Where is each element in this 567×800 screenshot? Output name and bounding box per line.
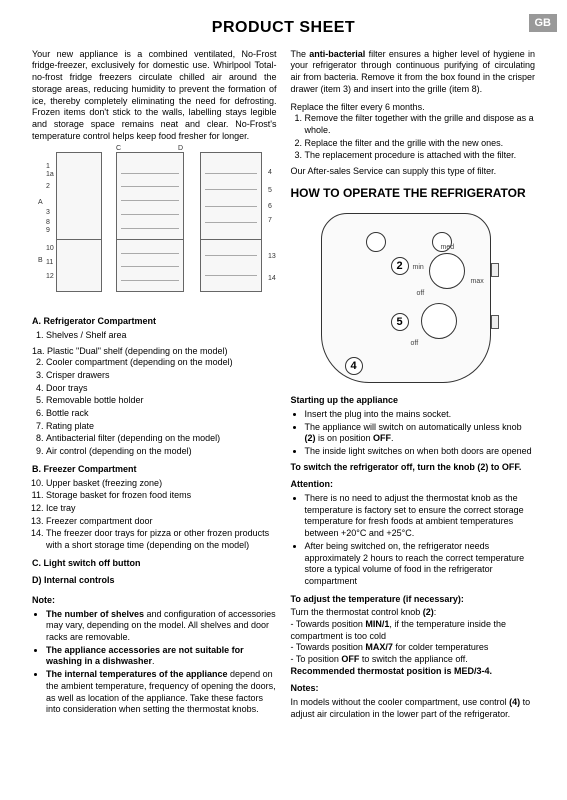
operate-heading: HOW TO OPERATE THE REFRIGERATOR: [291, 186, 536, 202]
fridge-open-interior: [116, 152, 184, 292]
list-item: The replacement procedure is attached wi…: [305, 150, 536, 162]
section-b-list: Upper basket (freezing zone) Storage bas…: [32, 478, 277, 552]
dlabel-14: 14: [268, 274, 276, 283]
attention-list: There is no need to adjust the thermosta…: [291, 493, 536, 588]
adjust-head: To adjust the temperature (if necessary)…: [291, 594, 536, 606]
dlabel-7: 7: [268, 216, 272, 225]
dlabel-11: 11: [46, 258, 53, 267]
left-column: Your new appliance is a combined ventila…: [32, 49, 277, 721]
section-c: C. Light switch off button: [32, 558, 277, 570]
list-item: - Towards position MAX/7 for colder temp…: [291, 642, 536, 654]
page-header: PRODUCT SHEET GB: [32, 18, 535, 39]
item-1a: 1a. Plastic "Dual" shelf (depending on t…: [32, 346, 277, 358]
section-a-head: A. Refrigerator Compartment: [32, 316, 277, 328]
list-item: Bottle rack: [46, 408, 277, 420]
intro-text: Your new appliance is a combined ventila…: [32, 49, 277, 141]
section-a-list-cont: Cooler compartment (depending on the mod…: [32, 357, 277, 458]
attention-head: Attention:: [291, 479, 536, 491]
fridge-closed-view: [56, 152, 102, 292]
right-column: The anti-bacterial filter ensures a high…: [291, 49, 536, 721]
note-head: Note:: [32, 595, 277, 607]
list-item: Freezer compartment door: [46, 516, 277, 528]
dlabel-2: 2: [46, 182, 50, 191]
callout-2: 2: [391, 257, 409, 275]
list-item: Replace the filter and the grille with t…: [305, 138, 536, 150]
list-item: Removable bottle holder: [46, 395, 277, 407]
indicator-rect-2: [491, 315, 499, 329]
start-head: Starting up the appliance: [291, 395, 536, 407]
label-med: med: [441, 243, 455, 252]
recommended-line: Recommended thermostat position is MED/3…: [291, 666, 536, 678]
list-item: The appliance will switch on automatical…: [305, 422, 536, 445]
list-item: After being switched on, the refrigerato…: [305, 541, 536, 588]
dlabel-5: 5: [268, 186, 272, 195]
dlabel-3: 3: [46, 208, 50, 217]
list-item: Air control (depending on the model): [46, 446, 277, 458]
fridge-open-door: [200, 152, 262, 292]
label-off1: off: [417, 289, 425, 298]
list-item: Shelves / Shelf area: [46, 330, 277, 342]
list-item: The internal temperatures of the applian…: [46, 669, 277, 716]
dlabel-10: 10: [46, 244, 54, 253]
list-item: Door trays: [46, 383, 277, 395]
dial-small-left: [366, 232, 386, 252]
list-item: The freezer door trays for pizza or othe…: [46, 528, 277, 551]
list-item: Ice tray: [46, 503, 277, 515]
notes2-body: In models without the cooler compartment…: [291, 697, 536, 720]
list-item: The inside light switches on when both d…: [305, 446, 536, 458]
dlabel-13: 13: [268, 252, 276, 261]
callout-4: 4: [345, 357, 363, 375]
replace-steps: Remove the filter together with the gril…: [291, 113, 536, 162]
list-item: Antibacterial filter (depending on the m…: [46, 433, 277, 445]
list-item: Remove the filter together with the gril…: [305, 113, 536, 136]
list-item: Cooler compartment (depending on the mod…: [46, 357, 277, 369]
control-panel: [321, 213, 491, 383]
section-d: D) Internal controls: [32, 575, 277, 587]
dlabel-1a: 1a: [46, 170, 54, 179]
label-max: max: [471, 277, 484, 286]
dlabel-12: 12: [46, 272, 54, 281]
list-item: - To position OFF to switch the applianc…: [291, 654, 536, 666]
callout-5: 5: [391, 313, 409, 331]
label-off2: off: [411, 339, 419, 348]
two-column-layout: Your new appliance is a combined ventila…: [32, 49, 535, 721]
list-item: Crisper drawers: [46, 370, 277, 382]
dlabel-a: A: [38, 198, 43, 207]
notes2-head: Notes:: [291, 683, 536, 695]
start-list: Insert the plug into the mains socket. T…: [291, 409, 536, 458]
list-item: Storage basket for frozen food items: [46, 490, 277, 502]
intro-paragraph: Your new appliance is a combined ventila…: [32, 49, 277, 143]
replace-line: Replace the filter every 6 months.: [291, 102, 536, 114]
list-item: Rating plate: [46, 421, 277, 433]
label-min: min: [413, 263, 424, 272]
dlabel-9: 9: [46, 226, 50, 235]
list-item: The appliance accessories are not suitab…: [46, 645, 277, 668]
list-item: Insert the plug into the mains socket.: [305, 409, 536, 421]
list-item: The number of shelves and configuration …: [46, 609, 277, 644]
list-item: There is no need to adjust the thermosta…: [305, 493, 536, 540]
adjust-lead: Turn the thermostat control knob (2):: [291, 607, 536, 619]
indicator-rect-1: [491, 263, 499, 277]
dlabel-6: 6: [268, 202, 272, 211]
dlabel-4: 4: [268, 168, 272, 177]
after-sales: Our After-sales Service can supply this …: [291, 166, 536, 178]
section-a-list: Shelves / Shelf area: [32, 330, 277, 342]
antibacterial-paragraph: The anti-bacterial filter ensures a high…: [291, 49, 536, 96]
dlabel-d: D: [178, 144, 183, 153]
section-b-head: B. Freezer Compartment: [32, 464, 277, 476]
dlabel-b: B: [38, 256, 43, 265]
switch-off-line: To switch the refrigerator off, turn the…: [291, 462, 536, 474]
fridge-diagram: C D A B 1 1a 2 3 8 9 10 11 12 4 5 6 7 13…: [32, 148, 277, 308]
page-title: PRODUCT SHEET: [32, 18, 535, 39]
dial-large-bottom: [421, 303, 457, 339]
adjust-list: - Towards position MIN/1, if the tempera…: [291, 619, 536, 666]
list-item: Upper basket (freezing zone): [46, 478, 277, 490]
controls-diagram: 2 5 4 med min max off off: [291, 207, 536, 387]
notes-list: The number of shelves and configuration …: [32, 609, 277, 716]
dlabel-c: C: [116, 144, 121, 153]
locale-badge: GB: [529, 14, 558, 32]
list-item: - Towards position MIN/1, if the tempera…: [291, 619, 536, 642]
dial-large-top: [429, 253, 465, 289]
